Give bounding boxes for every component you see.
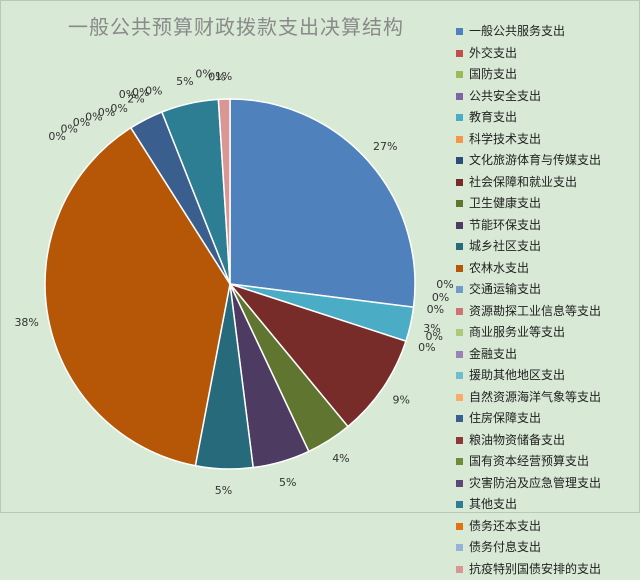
legend-item: 城乡社区支出 <box>456 236 640 258</box>
legend-label: 自然资源海洋气象等支出 <box>469 387 601 409</box>
legend-label: 国有资本经营预算支出 <box>469 451 589 473</box>
legend-swatch <box>456 286 463 293</box>
legend-swatch <box>456 136 463 143</box>
slice-data-label: 0% <box>432 291 449 304</box>
legend-label: 城乡社区支出 <box>469 236 541 258</box>
legend-swatch <box>456 308 463 315</box>
pie-slice <box>230 99 415 307</box>
legend-swatch <box>456 351 463 358</box>
legend-item: 援助其他地区支出 <box>456 365 640 387</box>
legend-label: 粮油物资储备支出 <box>469 430 565 452</box>
slice-data-label: 0% <box>425 330 442 343</box>
legend-label: 教育支出 <box>469 107 517 129</box>
legend-label: 文化旅游体育与传媒支出 <box>469 150 601 172</box>
legend-item: 资源勘探工业信息等支出 <box>456 301 640 323</box>
legend-label: 国防支出 <box>469 64 517 86</box>
slice-data-label: 5% <box>176 75 193 88</box>
slice-data-label: 5% <box>279 476 296 489</box>
legend-item: 社会保障和就业支出 <box>456 172 640 194</box>
legend-item: 公共安全支出 <box>456 86 640 108</box>
legend-item: 抗疫特别国债安排的支出 <box>456 559 640 580</box>
legend-item: 住房保障支出 <box>456 408 640 430</box>
legend-swatch <box>456 544 463 551</box>
legend-swatch <box>456 50 463 57</box>
legend-swatch <box>456 372 463 379</box>
legend-label: 债务付息支出 <box>469 537 541 559</box>
legend-swatch <box>456 437 463 444</box>
legend-label: 科学技术支出 <box>469 129 541 151</box>
legend-item: 节能环保支出 <box>456 215 640 237</box>
legend-item: 灾害防治及应急管理支出 <box>456 473 640 495</box>
legend-label: 卫生健康支出 <box>469 193 541 215</box>
legend-item: 卫生健康支出 <box>456 193 640 215</box>
legend-swatch <box>456 222 463 229</box>
legend-item: 债务付息支出 <box>456 537 640 559</box>
legend-swatch <box>456 243 463 250</box>
legend-item: 商业服务业等支出 <box>456 322 640 344</box>
legend-item: 债务还本支出 <box>456 516 640 538</box>
slice-data-label: 0% <box>427 303 444 316</box>
slice-data-label: 0% <box>119 88 136 101</box>
slice-data-label: 38% <box>14 316 38 329</box>
legend-swatch <box>456 458 463 465</box>
legend-swatch <box>456 523 463 530</box>
slice-data-label: 4% <box>332 452 349 465</box>
legend-item: 国防支出 <box>456 64 640 86</box>
legend-item: 自然资源海洋气象等支出 <box>456 387 640 409</box>
legend-item: 交通运输支出 <box>456 279 640 301</box>
legend-swatch <box>456 93 463 100</box>
legend-swatch <box>456 157 463 164</box>
legend-swatch <box>456 28 463 35</box>
legend-swatch <box>456 566 463 573</box>
legend-swatch <box>456 501 463 508</box>
legend-swatch <box>456 480 463 487</box>
legend-swatch <box>456 329 463 336</box>
legend-label: 灾害防治及应急管理支出 <box>469 473 601 495</box>
legend-swatch <box>456 114 463 121</box>
legend-swatch <box>456 179 463 186</box>
legend-label: 资源勘探工业信息等支出 <box>469 301 601 323</box>
legend-item: 一般公共服务支出 <box>456 21 640 43</box>
legend-label: 公共安全支出 <box>469 86 541 108</box>
legend-label: 债务还本支出 <box>469 516 541 538</box>
legend-item: 金融支出 <box>456 344 640 366</box>
legend-label: 社会保障和就业支出 <box>469 172 577 194</box>
legend-item: 教育支出 <box>456 107 640 129</box>
legend-swatch <box>456 200 463 207</box>
legend-label: 其他支出 <box>469 494 517 516</box>
slice-data-label: 1% <box>215 70 232 83</box>
slice-data-label: 27% <box>373 140 397 153</box>
legend-item: 农林水支出 <box>456 258 640 280</box>
legend-label: 援助其他地区支出 <box>469 365 565 387</box>
legend-label: 住房保障支出 <box>469 408 541 430</box>
legend-item: 外交支出 <box>456 43 640 65</box>
legend-label: 商业服务业等支出 <box>469 322 565 344</box>
legend-swatch <box>456 71 463 78</box>
legend-swatch <box>456 415 463 422</box>
slice-data-label: 9% <box>392 393 409 406</box>
legend-label: 一般公共服务支出 <box>469 21 565 43</box>
slice-data-label: 0% <box>195 68 212 81</box>
legend-item: 国有资本经营预算支出 <box>456 451 640 473</box>
chart-frame: 一般公共预算财政拨款支出决算结构 27%0%0%0%3%0%0%9%4%5%5%… <box>0 0 640 513</box>
legend-label: 外交支出 <box>469 43 517 65</box>
legend-label: 农林水支出 <box>469 258 529 280</box>
legend-swatch <box>456 394 463 401</box>
legend-item: 科学技术支出 <box>456 129 640 151</box>
legend-label: 金融支出 <box>469 344 517 366</box>
chart-legend: 一般公共服务支出外交支出国防支出公共安全支出教育支出科学技术支出文化旅游体育与传… <box>456 21 640 580</box>
legend-label: 抗疫特别国债安排的支出 <box>469 559 601 580</box>
slice-data-label: 0% <box>436 278 453 291</box>
legend-label: 节能环保支出 <box>469 215 541 237</box>
slice-data-label: 0% <box>48 130 65 143</box>
legend-item: 文化旅游体育与传媒支出 <box>456 150 640 172</box>
legend-swatch <box>456 265 463 272</box>
legend-item: 粮油物资储备支出 <box>456 430 640 452</box>
legend-label: 交通运输支出 <box>469 279 541 301</box>
slice-data-label: 5% <box>215 484 232 497</box>
legend-item: 其他支出 <box>456 494 640 516</box>
